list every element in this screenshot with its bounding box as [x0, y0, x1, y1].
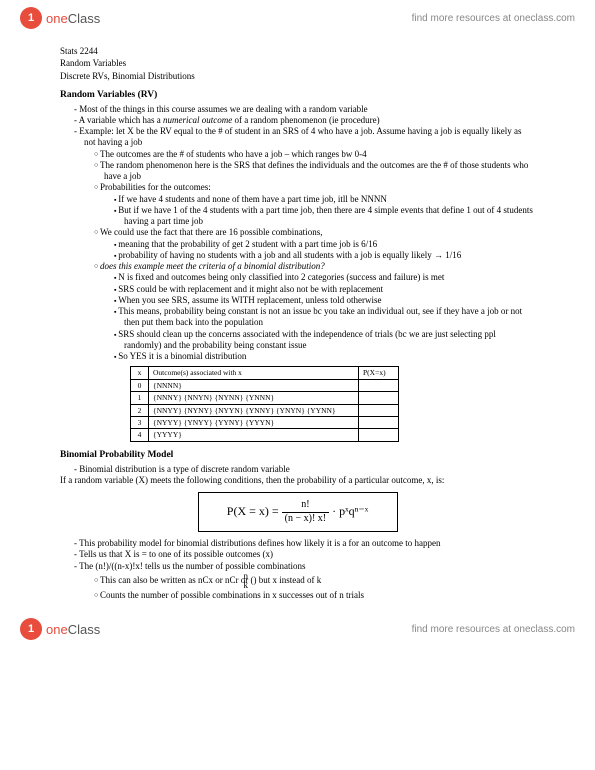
logo-text: oneClass — [46, 11, 100, 26]
table-row: 3{NYYY} {YNYY} {YYNY} {YYYN} — [131, 416, 399, 428]
list-item: does this example meet the criteria of a… — [94, 261, 535, 272]
list-item: When you see SRS, assume its WITH replac… — [114, 295, 535, 306]
page-footer: 1 oneClass find more resources at onecla… — [0, 611, 595, 647]
paragraph: If a random variable (X) meets the follo… — [60, 475, 535, 486]
list-item: Counts the number of possible combinatio… — [94, 590, 535, 601]
brand-logo: 1 oneClass — [20, 618, 100, 640]
list-item: If we have 4 students and none of them h… — [114, 194, 535, 205]
brand-logo: 1 oneClass — [20, 7, 100, 29]
document-body: Stats 2244 Random Variables Discrete RVs… — [0, 36, 595, 611]
list-item: Tells us that X is = to one of its possi… — [74, 549, 535, 560]
logo-word-class: Class — [68, 11, 101, 26]
list-item: This probability model for binomial dist… — [74, 538, 535, 549]
topic-line: Random Variables — [60, 58, 535, 69]
logo-word-one: one — [46, 622, 68, 637]
list-item: SRS should clean up the concerns associa… — [114, 329, 535, 352]
list-item: meaning that the probability of get 2 st… — [114, 239, 535, 250]
list-item: SRS could be with replacement and it mig… — [114, 284, 535, 295]
course-code: Stats 2244 — [60, 46, 535, 57]
footer-tagline: find more resources at oneclass.com — [412, 624, 575, 635]
list-item: The outcomes are the # of students who h… — [94, 149, 535, 160]
logo-word-class: Class — [68, 622, 101, 637]
table-row: 1{NNNY} {NNYN} {NYNN} {YNNN} — [131, 392, 399, 404]
list-item: Example: let X be the RV equal to the # … — [74, 126, 535, 149]
outcomes-table: x Outcome(s) associated with x P(X=x) 0{… — [130, 366, 535, 441]
table-row: x Outcome(s) associated with x P(X=x) — [131, 367, 399, 379]
table-row: 2{NNYY} {NYNY} {NYYN} {YNNY} {YNYN} {YYN… — [131, 404, 399, 416]
col-header-outcomes: Outcome(s) associated with x — [149, 367, 359, 379]
table-row: 4{YYYY} — [131, 429, 399, 441]
subtopic-line: Discrete RVs, Binomial Distributions — [60, 71, 535, 82]
formula-box: P(X = x) = n! (n − x)! x! · pˣqⁿ⁻ˣ — [198, 492, 398, 532]
list-item: But if we have 1 of the 4 students with … — [114, 205, 535, 228]
list-item: We could use the fact that there are 16 … — [94, 227, 535, 238]
list-item: Probabilities for the outcomes: — [94, 182, 535, 193]
logo-icon: 1 — [20, 618, 42, 640]
formula-tail: · pˣqⁿ⁻ˣ — [332, 504, 368, 518]
col-header-prob: P(X=x) — [359, 367, 399, 379]
formula-fraction: n! (n − x)! x! — [282, 499, 329, 525]
col-header-x: x — [131, 367, 149, 379]
list-item: Most of the things in this course assume… — [74, 104, 535, 115]
list-item: N is fixed and outcomes being only class… — [114, 272, 535, 283]
table-row: 0{NNNN} — [131, 379, 399, 391]
list-item: So YES it is a binomial distribution — [114, 351, 535, 362]
section-title-binomial: Binomial Probability Model — [60, 450, 535, 462]
section-title-rv: Random Variables (RV) — [60, 90, 535, 102]
logo-word-one: one — [46, 11, 68, 26]
page-header: 1 oneClass find more resources at onecla… — [0, 0, 595, 36]
logo-text: oneClass — [46, 622, 100, 637]
header-tagline: find more resources at oneclass.com — [412, 13, 575, 24]
list-item: The random phenomenon here is the SRS th… — [94, 160, 535, 183]
list-item: This means, probability being constant i… — [114, 306, 535, 329]
list-item: Binomial distribution is a type of discr… — [74, 464, 535, 475]
list-item: probability of having no students with a… — [114, 250, 535, 261]
list-item: A variable which has a numerical outcome… — [74, 115, 535, 126]
logo-icon: 1 — [20, 7, 42, 29]
list-item: This can also be written as nCx or nCr o… — [94, 572, 535, 590]
list-item: The (n!)/((n-x)!x! tells us the number o… — [74, 561, 535, 572]
formula-lhs: P(X = x) = — [227, 504, 282, 518]
